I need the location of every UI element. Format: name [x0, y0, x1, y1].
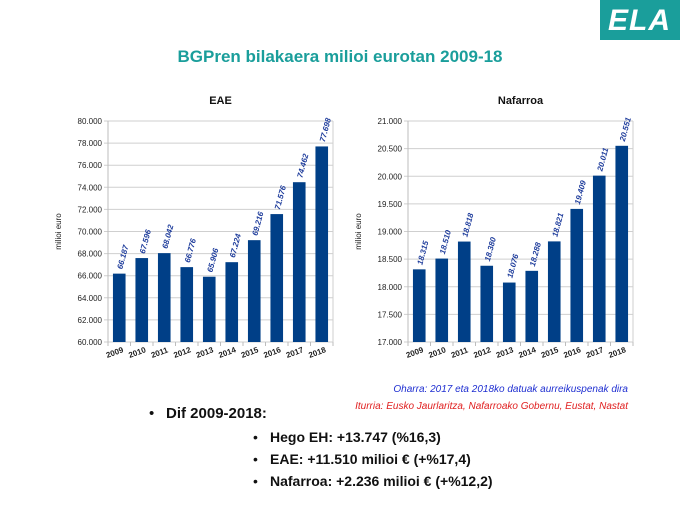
y-axis-label: milioi euro [54, 213, 63, 250]
x-tick-label: 2011 [450, 345, 470, 360]
bar [457, 241, 471, 342]
y-tick-label: 74.000 [78, 183, 103, 192]
data-label: 66.776 [183, 237, 198, 263]
y-tick-label: 62.000 [78, 316, 103, 325]
y-tick-label: 19.500 [378, 200, 403, 209]
y-tick-label: 78.000 [78, 139, 103, 148]
x-tick-label: 2013 [495, 345, 515, 360]
chart-eae: EAE milioi euro 60.000 62.000 64.000 66.000 68… [54, 95, 334, 360]
bar [157, 253, 171, 342]
x-tick-label: 2017 [285, 345, 305, 360]
data-label: 67.596 [138, 228, 153, 254]
y-tick-label: 76.000 [78, 161, 103, 170]
data-label: 18.076 [505, 253, 520, 279]
x-tick-label: 2017 [585, 345, 605, 360]
data-label: 18.821 [550, 211, 565, 237]
x-tick-label: 2010 [127, 345, 147, 360]
page-title: BGPren bilakaera milioi eurotan 2009-18 [177, 47, 503, 66]
y-tick-label: 20.500 [378, 145, 403, 154]
y-tick-label: 80.000 [78, 117, 103, 126]
bar [135, 258, 149, 342]
data-label: 68.042 [160, 223, 175, 249]
x-tick-label: 2013 [195, 345, 215, 360]
bar [547, 241, 561, 342]
y-tick-label: 17.500 [378, 310, 403, 319]
chart-title: Nafarroa [498, 95, 544, 107]
ela-logo: ELA [600, 0, 680, 40]
x-tick-label: 2009 [405, 345, 425, 360]
y-tick-label: 60.000 [78, 338, 103, 347]
bar [292, 182, 306, 342]
data-label: 18.510 [438, 229, 453, 255]
y-tick-label: 21.000 [378, 117, 403, 126]
y-tick-label: 68.000 [78, 250, 103, 259]
data-label: 18.818 [460, 212, 475, 238]
x-tick-label: 2010 [427, 345, 447, 360]
x-tick-label: 2018 [607, 345, 627, 360]
bar [270, 214, 284, 342]
note-oharra: Oharra: 2017 eta 2018ko datuak aurreikus… [393, 384, 628, 395]
y-tick-label: 17.000 [378, 338, 403, 347]
data-label: 20.551 [618, 116, 633, 143]
x-tick-label: 2012 [472, 345, 492, 360]
data-label: 20.011 [595, 146, 610, 173]
x-tick-label: 2014 [217, 345, 237, 360]
data-label: 18.288 [528, 241, 543, 267]
bar [502, 282, 516, 342]
y-tick-label: 70.000 [78, 228, 103, 237]
bar [202, 276, 216, 342]
data-label: 71.576 [273, 184, 288, 210]
data-label: 65.906 [205, 247, 220, 273]
x-tick-label: 2011 [150, 345, 170, 360]
x-tick-label: 2009 [105, 345, 125, 360]
note-iturria: Iturria: Eusko Jaurlaritza, Nafarroako G… [355, 401, 628, 412]
bar [247, 240, 261, 342]
bar [480, 265, 494, 342]
bar [435, 258, 449, 342]
data-label: 69.216 [250, 210, 265, 236]
data-label: 19.409 [573, 179, 588, 205]
bullet-main: Dif 2009-2018: [149, 405, 267, 422]
bar [315, 146, 329, 342]
bullet-sub-1: Hego EH: +13.747 (%16,3) [253, 429, 441, 445]
y-axis-label: milioi euro [354, 213, 363, 250]
bar [225, 262, 239, 342]
x-tick-label: 2015 [240, 345, 260, 360]
bar [180, 267, 194, 342]
y-tick-label: 18.000 [378, 283, 403, 292]
data-label: 67.224 [228, 232, 243, 258]
chart-title: EAE [209, 95, 232, 107]
x-tick-label: 2018 [307, 345, 327, 360]
bullet-sub-3: Nafarroa: +2.236 milioi € (+%12,2) [253, 473, 493, 489]
x-tick-label: 2012 [172, 345, 192, 360]
bar [615, 145, 629, 342]
y-tick-label: 18.500 [378, 255, 403, 264]
bar [525, 270, 539, 342]
y-tick-label: 72.000 [78, 205, 103, 214]
x-tick-label: 2016 [262, 345, 282, 360]
data-label: 18.380 [483, 236, 498, 262]
bar [592, 175, 606, 342]
x-tick-label: 2014 [517, 345, 537, 360]
bar [412, 269, 426, 342]
data-label: 66.187 [115, 244, 130, 270]
bullet-sub-2: EAE: +11.510 milioi € (+%17,4) [253, 451, 471, 467]
data-label: 18.315 [415, 239, 430, 265]
chart-nafarroa: Nafarroa milioi euro 17.000 17.500 18.000 18.… [354, 95, 634, 360]
bar [570, 208, 584, 342]
x-tick-label: 2016 [562, 345, 582, 360]
bar [112, 273, 126, 342]
x-tick-label: 2015 [540, 345, 560, 360]
y-tick-label: 66.000 [78, 272, 103, 281]
data-label: 77.698 [318, 116, 333, 142]
logo-text: ELA [608, 4, 671, 37]
y-tick-label: 64.000 [78, 294, 103, 303]
y-tick-label: 20.000 [378, 172, 403, 181]
y-tick-label: 19.000 [378, 228, 403, 237]
